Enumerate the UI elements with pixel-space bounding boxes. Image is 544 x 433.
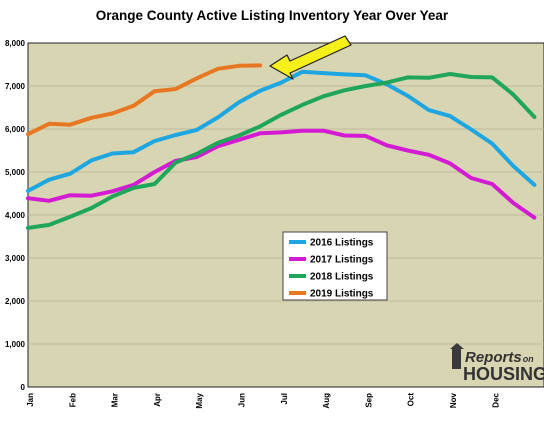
y-tick-label: 0 bbox=[21, 383, 26, 392]
x-tick-label: Jan bbox=[26, 393, 35, 407]
x-tick-label: Oct bbox=[407, 393, 416, 407]
y-tick-label: 7,000 bbox=[5, 82, 26, 91]
logo-line1: Reportson bbox=[465, 349, 534, 366]
annotation-arrow-icon bbox=[269, 35, 352, 80]
series-line-2016 bbox=[26, 69, 537, 193]
y-tick-label: 5,000 bbox=[5, 168, 26, 177]
series-lines bbox=[26, 63, 537, 230]
logo-line2: HOUSING bbox=[463, 364, 544, 384]
y-axis-ticks: 0 1,000 2,000 3,000 4,000 5,000 6,000 7,000 8,00… bbox=[5, 39, 26, 392]
x-tick-label: Sep bbox=[364, 393, 373, 408]
x-tick-label: Apr bbox=[153, 393, 162, 407]
reports-on-housing-logo: Reportson HOUSING bbox=[450, 343, 544, 384]
x-tick-label: Feb bbox=[68, 393, 77, 407]
x-tick-label: Mar bbox=[111, 393, 120, 407]
house-icon bbox=[450, 343, 464, 369]
x-tick-label: Nov bbox=[449, 392, 458, 408]
x-tick-label: Aug bbox=[322, 393, 331, 409]
legend-label: 2019 Listings bbox=[310, 289, 374, 300]
y-tick-label: 6,000 bbox=[5, 125, 26, 134]
legend-label: 2016 Listings bbox=[310, 238, 374, 249]
series-line-2017 bbox=[26, 128, 537, 220]
legend-label: 2017 Listings bbox=[310, 255, 374, 266]
x-tick-label: Dec bbox=[491, 392, 500, 407]
y-tick-label: 3,000 bbox=[5, 254, 26, 263]
legend-label: 2018 Listings bbox=[310, 272, 374, 283]
y-tick-label: 4,000 bbox=[5, 211, 26, 220]
chart-title: Orange County Active Listing Inventory Y… bbox=[95, 8, 449, 23]
x-tick-label: May bbox=[195, 392, 204, 408]
x-tick-label: Jun bbox=[238, 393, 247, 407]
legend: 2016 Listings 2017 Listings 2018 Listings 2… bbox=[282, 231, 388, 301]
x-axis-ticks: Jan Feb Mar Apr May Jun Jul Aug Sep Oct Nov Dec bbox=[26, 392, 500, 408]
series-line-2018 bbox=[26, 72, 537, 230]
series-line-2019 bbox=[26, 63, 263, 137]
y-tick-label: 1,000 bbox=[5, 340, 26, 349]
x-tick-label: Jul bbox=[280, 393, 289, 405]
y-tick-label: 8,000 bbox=[5, 39, 26, 48]
y-tick-label: 2,000 bbox=[5, 297, 26, 306]
